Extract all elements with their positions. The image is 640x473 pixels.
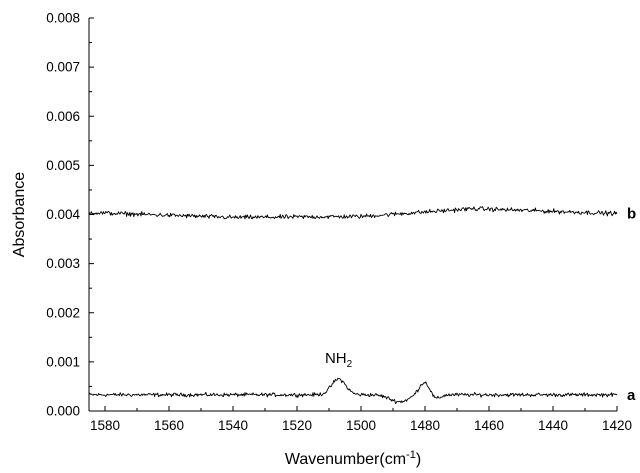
x-tick-label: 1580 bbox=[90, 418, 120, 433]
series-label-a: a bbox=[627, 387, 636, 404]
y-tick-label: 0.004 bbox=[46, 207, 80, 222]
labels-layer: 0.000 0.001 0.002 0.003 0.004 0.005 0.006 0.007… bbox=[11, 11, 636, 469]
x-tick-label: 1520 bbox=[282, 418, 312, 433]
x-tick-label: 1440 bbox=[538, 418, 568, 433]
y-axis-title: Absorbance bbox=[11, 172, 28, 257]
series-line-b bbox=[88, 206, 618, 220]
y-tick-label: 0.000 bbox=[46, 404, 80, 419]
x-tick-label: 1540 bbox=[218, 418, 248, 433]
x-tick-label: 1560 bbox=[154, 418, 184, 433]
y-tick-label: 0.002 bbox=[46, 305, 80, 320]
y-tick-label: 0.007 bbox=[46, 60, 80, 75]
y-tick-label: 0.005 bbox=[46, 158, 80, 173]
y-tick-label: 0.001 bbox=[46, 354, 80, 369]
series-layer bbox=[88, 206, 618, 404]
axis-ticks bbox=[88, 17, 618, 412]
y-tick-label: 0.003 bbox=[46, 256, 80, 271]
x-tick-label: 1460 bbox=[474, 418, 504, 433]
y-tick-label: 0.008 bbox=[46, 11, 80, 26]
x-axis-title: Wavenumber(cm-1) bbox=[285, 449, 421, 468]
x-tick-label: 1420 bbox=[602, 418, 632, 433]
y-tick-label: 0.006 bbox=[46, 109, 80, 124]
series-label-b: b bbox=[627, 206, 636, 223]
series-line-a bbox=[88, 377, 618, 404]
peak-annotation: NH2 bbox=[325, 350, 353, 370]
x-tick-label: 1500 bbox=[346, 418, 376, 433]
x-tick-label: 1480 bbox=[410, 418, 440, 433]
